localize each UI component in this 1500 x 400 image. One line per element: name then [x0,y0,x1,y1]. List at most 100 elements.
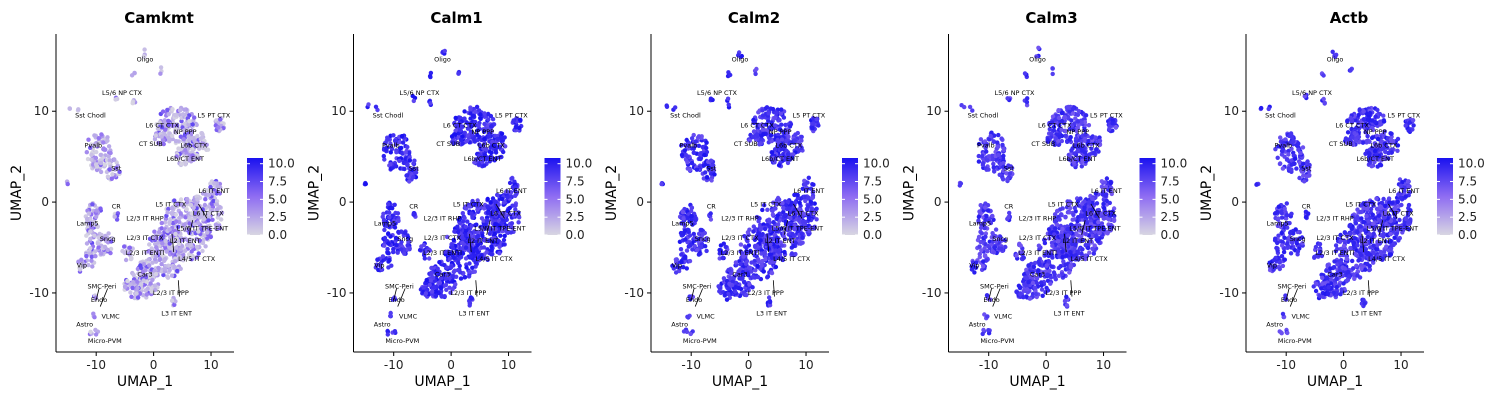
cluster-label: Oligo [137,55,154,63]
cluster-label: Sst Chodl [75,112,106,120]
cluster-label: L4/5 IT CTX [178,255,216,263]
scatter-point [179,118,184,124]
scatter-point [681,329,687,334]
y-tick-label: 10 [629,104,644,118]
cluster-label: Lamp5 [374,220,396,228]
scatter-point [1090,196,1095,201]
scatter-point [1060,249,1065,254]
scatter-point [411,174,416,180]
scatter-point [1079,164,1085,169]
scatter-point [169,298,175,303]
scatter-point [1101,201,1106,207]
scatter-point [134,291,139,296]
scatter-point [1056,265,1062,271]
scatter-point [216,125,221,130]
scatter-point [183,148,188,153]
scatter-point [689,160,695,166]
scatter-point [407,158,413,163]
scatter-point [750,134,756,139]
scatter-point [1064,253,1069,258]
scatter-point [1005,177,1010,182]
legend-tick-label: 7.5 [863,175,882,189]
scatter-point [219,217,224,222]
scatter-point [754,66,759,72]
scatter-point [1060,226,1065,232]
scatter-point [988,133,993,139]
scatter-point [983,234,988,239]
scatter-point [407,179,412,184]
scatter-point [65,181,70,187]
cluster-label: L2/3 IT CTX [424,234,462,242]
scatter-point [424,277,429,283]
cluster-label: L6 IT ENT [496,187,527,195]
cluster-label: L4/5 IT CTX [476,255,514,263]
scatter-point [94,167,100,173]
scatter-point [86,211,92,216]
scatter-point [470,215,475,220]
scatter-point [169,133,175,139]
scatter-point [442,48,447,54]
scatter-point [1063,262,1068,267]
cluster-label: L5 PT CTX [495,112,528,120]
scatter-point [147,263,152,268]
cluster-label: Car3 [435,271,450,279]
cluster-label: VLMC [399,312,418,320]
scatter-point [107,167,112,172]
cluster-label: L5/6 NP CTX [400,89,441,97]
scatter-point [704,145,709,151]
scatter-point [88,329,93,334]
scatter-point [145,286,150,291]
cluster-label: L3 IT ENT [756,310,787,318]
scatter-point [163,238,168,243]
x-tick-label: 10 [501,358,516,372]
cluster-label: L6b CTX [180,142,207,150]
cluster-label: L6 IT CTX [788,210,819,218]
cluster-label: L2/3 IT CTX [721,234,759,242]
scatter-point [210,217,215,222]
scatter-point [141,54,147,59]
scatter-point [88,246,93,251]
cluster-label: L6b/CT ENT [464,155,502,163]
legend-tick-label: 5.0 [268,192,287,206]
legend-tick-label: 7.5 [268,175,287,189]
scatter-point [689,205,695,210]
scatter-point [395,211,401,216]
scatter-points [64,47,227,337]
y-tick-label: 0 [636,195,644,209]
scatter-point [109,176,115,181]
scatter-point [170,123,175,129]
scatter-point [125,278,130,284]
scatter-point [114,165,119,171]
scatter-point [196,146,202,151]
scatter-point [166,135,171,141]
scatter-point [195,197,200,202]
scatter-point [976,234,982,240]
scatter-point [774,216,779,221]
scatter-point [742,280,747,285]
scatter-point [776,249,781,254]
y-axis-label: UMAP_2 [9,165,25,221]
scatter-point [201,141,206,146]
cluster-label: L6 IT ENT [199,187,230,195]
cluster-label: Pvalb [84,142,102,150]
scatter-point [108,150,113,156]
scatter-point [161,141,166,147]
scatter-point [108,246,114,252]
scatter-point [86,137,91,142]
scatter-point [982,253,988,259]
cluster-label: Sncg [397,235,413,243]
scatter-point [388,310,393,316]
scatter-point [756,257,761,262]
scatter-point [178,211,183,216]
scatter-point [1079,120,1084,125]
scatter-point [444,265,450,270]
scatter-point [482,121,487,127]
scatter-point [980,161,986,166]
scatter-point [1066,104,1071,110]
scatter-point [178,146,183,152]
scatter-point [153,272,159,277]
scatter-point [1094,201,1100,206]
scatter-point [688,331,693,337]
cluster-label: CT SUB [436,140,460,148]
